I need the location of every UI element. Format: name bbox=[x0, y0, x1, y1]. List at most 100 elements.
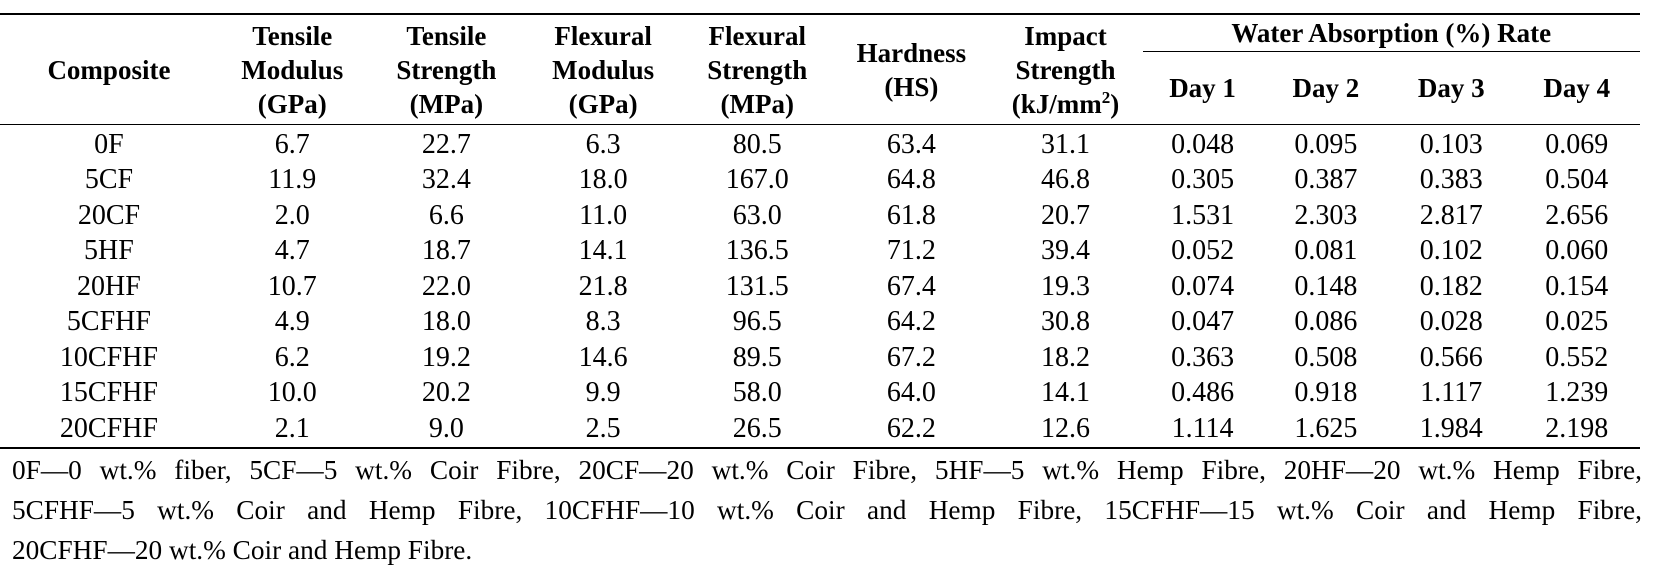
cell-water-day-3: 0.566 bbox=[1419, 341, 1483, 373]
composite-properties-table: Composite Tensile Modulus (GPa) Tensile … bbox=[0, 13, 1640, 449]
cell-impact-strength: 31.1 bbox=[1040, 128, 1090, 160]
header-line: Strength bbox=[707, 54, 808, 85]
header-line: (MPa) bbox=[720, 88, 794, 119]
cell-water-day-1: 1.114 bbox=[1171, 412, 1234, 444]
cell-tensile-strength: 22.7 bbox=[421, 128, 471, 160]
cell-tensile-modulus: 6.7 bbox=[274, 128, 310, 160]
cell-flexural-modulus: 14.6 bbox=[578, 341, 628, 373]
cell-water-day-1: 1.531 bbox=[1171, 199, 1235, 231]
cell-composite: 5CFHF bbox=[66, 306, 151, 338]
cell-water-day-1: 0.305 bbox=[1171, 164, 1235, 196]
table-row: 20CFHF 2.1 9.0 2.5 26.5 62.2 12.6 1.114 1.625 1.9… bbox=[0, 411, 1640, 448]
cell-water-day-4: 0.060 bbox=[1545, 235, 1609, 267]
table-row: 5HF 4.7 18.7 14.1 136.5 71.2 39.4 0.052 0.081 0.1… bbox=[0, 234, 1640, 270]
cell-impact-strength: 12.6 bbox=[1040, 412, 1090, 444]
header-line: (GPa) bbox=[568, 88, 638, 119]
footnote-line: 5CFHF—5 wt.% Coir and Hemp Fibre, 10CFHF… bbox=[12, 495, 1642, 525]
cell-tensile-strength: 20.2 bbox=[421, 377, 471, 409]
cell-tensile-strength: 22.0 bbox=[421, 270, 471, 302]
table-header: Composite Tensile Modulus (GPa) Tensile … bbox=[0, 14, 1640, 125]
cell-tensile-strength: 18.7 bbox=[421, 235, 471, 267]
table-row: 5CF 11.9 32.4 18.0 167.0 64.8 46.8 0.305 0.387 0.… bbox=[0, 163, 1640, 199]
table-row: 15CFHF 10.0 20.2 9.9 58.0 64.0 14.1 0.486 0.918 1… bbox=[0, 376, 1640, 412]
cell-tensile-modulus: 4.9 bbox=[274, 306, 310, 338]
header-line: (kJ/mm2) bbox=[1012, 89, 1120, 119]
cell-water-day-3: 0.102 bbox=[1419, 235, 1483, 267]
cell-flexural-modulus: 2.5 bbox=[585, 412, 621, 444]
cell-tensile-strength: 9.0 bbox=[428, 412, 464, 444]
cell-hardness: 64.0 bbox=[886, 377, 936, 409]
header-line: (HS) bbox=[884, 71, 939, 102]
cell-water-day-2: 0.086 bbox=[1294, 306, 1358, 338]
table-row: 0F 6.7 22.7 6.3 80.5 63.4 31.1 0.048 0.095 0.103 0… bbox=[0, 125, 1640, 163]
cell-water-day-4: 2.198 bbox=[1545, 412, 1609, 444]
cell-water-day-4: 0.025 bbox=[1545, 306, 1609, 338]
header-day-3: Day 3 bbox=[1389, 51, 1514, 125]
unit-superscript: 2 bbox=[1101, 87, 1111, 107]
cell-water-day-2: 0.387 bbox=[1294, 164, 1358, 196]
header-line: Hardness bbox=[856, 37, 967, 68]
cell-flexural-modulus: 6.3 bbox=[585, 128, 621, 160]
table-body: 0F 6.7 22.7 6.3 80.5 63.4 31.1 0.048 0.095 0.103 0… bbox=[0, 125, 1640, 448]
cell-flexural-modulus: 8.3 bbox=[585, 306, 621, 338]
unit-text: ) bbox=[1110, 88, 1120, 119]
cell-composite: 20CFHF bbox=[59, 412, 158, 444]
cell-water-day-2: 0.095 bbox=[1294, 128, 1358, 160]
cell-water-day-3: 0.103 bbox=[1419, 128, 1483, 160]
cell-water-day-3: 2.817 bbox=[1419, 199, 1483, 231]
table-row: 5CFHF 4.9 18.0 8.3 96.5 64.2 30.8 0.047 0.086 0.0… bbox=[0, 305, 1640, 341]
cell-tensile-strength: 18.0 bbox=[421, 306, 471, 338]
cell-impact-strength: 18.2 bbox=[1040, 341, 1090, 373]
cell-water-day-4: 0.154 bbox=[1545, 270, 1609, 302]
cell-tensile-strength: 6.6 bbox=[428, 199, 464, 231]
cell-water-day-2: 0.508 bbox=[1294, 341, 1358, 373]
cell-water-day-2: 2.303 bbox=[1294, 199, 1358, 231]
cell-flexural-modulus: 11.0 bbox=[579, 199, 628, 231]
cell-hardness: 64.8 bbox=[886, 164, 936, 196]
cell-composite: 15CFHF bbox=[59, 377, 158, 409]
header-tensile-modulus: Tensile Modulus (GPa) bbox=[217, 14, 367, 125]
cell-flexural-strength: 131.5 bbox=[725, 270, 789, 302]
cell-composite: 20HF bbox=[77, 270, 141, 302]
cell-water-day-3: 0.182 bbox=[1419, 270, 1483, 302]
header-line: Strength bbox=[1015, 54, 1116, 85]
header-hardness: Hardness (HS) bbox=[834, 14, 989, 125]
cell-hardness: 64.2 bbox=[886, 306, 936, 338]
header-line: Strength bbox=[396, 54, 497, 85]
cell-water-day-1: 0.048 bbox=[1171, 128, 1235, 160]
cell-water-day-2: 1.625 bbox=[1294, 412, 1358, 444]
header-line: Impact bbox=[1024, 20, 1107, 51]
cell-tensile-modulus: 6.2 bbox=[274, 341, 310, 373]
cell-hardness: 63.4 bbox=[886, 128, 936, 160]
header-day-4: Day 4 bbox=[1513, 51, 1640, 125]
footnote-line: 20CFHF—20 wt.% Coir and Hemp Fibre. bbox=[12, 535, 473, 565]
table-row: 10CFHF 6.2 19.2 14.6 89.5 67.2 18.2 0.363 0.508 0… bbox=[0, 340, 1640, 376]
cell-flexural-modulus: 21.8 bbox=[578, 270, 628, 302]
cell-hardness: 67.4 bbox=[886, 270, 936, 302]
cell-water-day-1: 0.052 bbox=[1171, 235, 1235, 267]
cell-hardness: 67.2 bbox=[886, 341, 936, 373]
cell-water-day-2: 0.918 bbox=[1294, 377, 1358, 409]
cell-impact-strength: 46.8 bbox=[1040, 164, 1090, 196]
cell-composite: 20CF bbox=[77, 199, 141, 231]
cell-impact-strength: 14.1 bbox=[1040, 377, 1090, 409]
header-composite: Composite bbox=[0, 14, 218, 125]
cell-flexural-modulus: 18.0 bbox=[578, 164, 628, 196]
header-line: Modulus bbox=[241, 54, 344, 85]
header-impact-strength: Impact Strength (kJ/mm2) bbox=[988, 14, 1143, 125]
cell-tensile-modulus: 10.0 bbox=[267, 377, 317, 409]
cell-tensile-modulus: 2.1 bbox=[274, 412, 310, 444]
header-tensile-strength: Tensile Strength (MPa) bbox=[366, 14, 527, 125]
cell-water-day-4: 2.656 bbox=[1545, 199, 1609, 231]
cell-water-day-1: 0.047 bbox=[1171, 306, 1235, 338]
cell-water-day-1: 0.363 bbox=[1171, 341, 1235, 373]
cell-flexural-strength: 167.0 bbox=[725, 164, 789, 196]
cell-water-day-3: 1.984 bbox=[1419, 412, 1483, 444]
cell-flexural-strength: 89.5 bbox=[732, 341, 782, 373]
cell-flexural-modulus: 9.9 bbox=[585, 377, 621, 409]
cell-tensile-modulus: 11.9 bbox=[268, 164, 317, 196]
cell-tensile-modulus: 4.7 bbox=[274, 235, 310, 267]
header-day-2: Day 2 bbox=[1262, 51, 1390, 125]
cell-water-day-3: 1.117 bbox=[1420, 377, 1483, 409]
